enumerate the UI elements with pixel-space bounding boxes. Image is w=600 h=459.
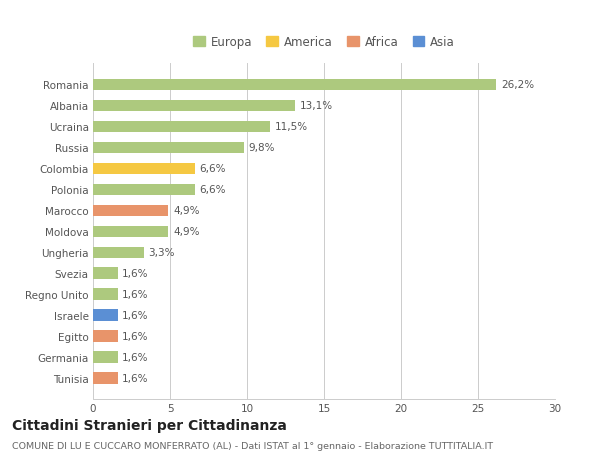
Bar — [93, 289, 118, 300]
Text: COMUNE DI LU E CUCCARO MONFERRATO (AL) - Dati ISTAT al 1° gennaio - Elaborazione: COMUNE DI LU E CUCCARO MONFERRATO (AL) -… — [12, 441, 493, 450]
Bar — [93, 101, 295, 112]
Bar — [93, 310, 118, 321]
Text: 1,6%: 1,6% — [122, 331, 149, 341]
Text: 11,5%: 11,5% — [275, 122, 308, 132]
Bar — [93, 268, 118, 280]
Bar — [93, 142, 244, 154]
Text: 1,6%: 1,6% — [122, 290, 149, 300]
Bar — [93, 247, 144, 258]
Text: 1,6%: 1,6% — [122, 353, 149, 363]
Bar — [93, 79, 496, 91]
Text: 26,2%: 26,2% — [501, 80, 534, 90]
Text: 1,6%: 1,6% — [122, 269, 149, 279]
Text: 1,6%: 1,6% — [122, 373, 149, 383]
Bar — [93, 121, 270, 133]
Bar — [93, 352, 118, 363]
Text: 13,1%: 13,1% — [299, 101, 332, 111]
Text: 6,6%: 6,6% — [199, 164, 226, 174]
Text: 9,8%: 9,8% — [248, 143, 275, 153]
Text: 6,6%: 6,6% — [199, 185, 226, 195]
Text: 3,3%: 3,3% — [148, 248, 175, 257]
Bar — [93, 163, 194, 175]
Text: 1,6%: 1,6% — [122, 311, 149, 320]
Bar — [93, 331, 118, 342]
Bar — [93, 184, 194, 196]
Bar — [93, 205, 169, 217]
Bar — [93, 373, 118, 384]
Text: 4,9%: 4,9% — [173, 227, 200, 237]
Text: 4,9%: 4,9% — [173, 206, 200, 216]
Legend: Europa, America, Africa, Asia: Europa, America, Africa, Asia — [191, 34, 457, 52]
Text: Cittadini Stranieri per Cittadinanza: Cittadini Stranieri per Cittadinanza — [12, 418, 287, 431]
Bar — [93, 226, 169, 238]
